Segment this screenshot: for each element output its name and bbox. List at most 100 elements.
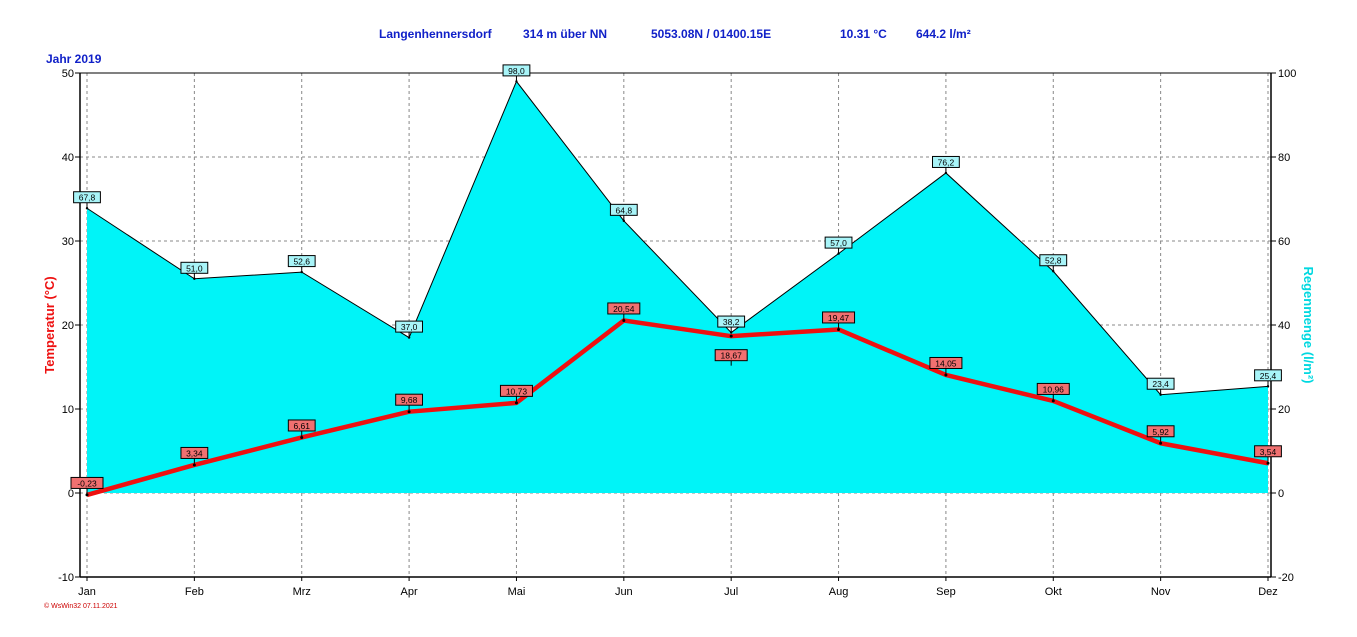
y-left-tick-label: 40 [62, 152, 74, 164]
total-rainfall: 644.2 l/m² [916, 27, 971, 41]
temperature-data-label-box [395, 393, 423, 406]
rain-data-label-box [717, 315, 746, 328]
rain-data-label: 98,0 [508, 66, 525, 76]
x-tick-label: Sep [936, 586, 956, 598]
y-left-tick-label: 0 [68, 488, 74, 500]
temperature-data-label: 5,92 [1152, 427, 1169, 437]
temperature-data-label-group: 9,68 [395, 393, 423, 411]
rain-data-label: 67,8 [79, 193, 96, 203]
temperature-data-label-box [822, 311, 856, 324]
rain-data-label-group: 64,8 [609, 203, 638, 221]
station-coordinates: 5053.08N / 01400.15E [651, 27, 772, 41]
temperature-point [837, 327, 841, 331]
rain-data-label-box [1146, 377, 1175, 390]
x-tick-label: Jul [724, 586, 738, 598]
rain-area-series [85, 80, 1270, 494]
temperature-data-label-box [70, 476, 104, 489]
axes: -10 0 10 20 30 40 50 -20 0 20 40 60 80 100 Jan Feb Mrz Ap… [58, 68, 1296, 598]
rain-point [837, 252, 840, 255]
rain-point [1159, 393, 1162, 396]
y-right-tick-label: 60 [1278, 236, 1290, 248]
data-labels: 67,8 51,0 52,6 37,0 98,0 64,8 38,2 57,0 76,2 52,8… [70, 64, 1282, 494]
temperature-data-label-box [607, 302, 641, 315]
y-right-tick-label: 40 [1278, 320, 1290, 332]
temperature-point [1051, 399, 1055, 403]
rain-data-label-group: 38,2 [717, 315, 746, 333]
y-right-tick-label: 80 [1278, 152, 1290, 164]
temperature-data-label-group: 20,54 [607, 302, 641, 319]
x-tick-label: Mrz [293, 586, 311, 598]
rain-data-label-group: 76,2 [932, 155, 960, 173]
rain-point [1052, 270, 1055, 273]
rain-data-label-box [932, 155, 960, 168]
rain-data-label: 25,4 [1260, 371, 1277, 381]
rain-data-label-group: 37,0 [395, 320, 423, 338]
temperature-data-label: 19,47 [828, 313, 850, 323]
temperature-data-label-group: 10,96 [1036, 382, 1070, 400]
temperature-data-label: 3,54 [1260, 447, 1277, 457]
temperature-data-label-box [499, 384, 533, 397]
rain-data-label: 23,4 [1152, 379, 1169, 389]
y-left-tick-label: 10 [62, 404, 74, 416]
rain-data-label: 37,0 [401, 322, 418, 332]
rain-area-fill [87, 81, 1268, 494]
station-elevation: 314 m über NN [523, 27, 608, 41]
x-tick-label: Aug [829, 586, 849, 598]
temperature-data-label-group: 18,67 [714, 349, 748, 366]
temperature-data-label-group: -0,23 [70, 476, 104, 494]
rain-data-label-box [1039, 254, 1068, 267]
temperature-point [514, 401, 518, 405]
temperature-point [300, 435, 304, 439]
rain-data-label: 52,6 [293, 257, 310, 267]
y-left-tick-label: 20 [62, 320, 74, 332]
rain-data-label-box [395, 320, 423, 333]
rain-data-label-box [287, 255, 316, 268]
y-left-tick-label: 30 [62, 236, 74, 248]
rain-data-label: 64,8 [616, 205, 633, 215]
temperature-data-label: -0,23 [77, 478, 97, 488]
temperature-point [1266, 461, 1270, 465]
temperature-point [622, 318, 626, 322]
rain-data-label-box [180, 261, 209, 274]
rain-data-label-group: 98,0 [502, 64, 531, 81]
y-right-tick-label: 0 [1278, 488, 1284, 500]
temperature-point [192, 463, 196, 467]
y-axis-right-title: Regenmenge (l/m²) [1301, 266, 1316, 383]
y-right-tick-label: -20 [1278, 572, 1294, 584]
rain-area-outline [86, 80, 1269, 396]
rain-point [515, 80, 518, 83]
temperature-data-label: 6,61 [293, 421, 310, 431]
temperature-data-label-box [929, 356, 963, 369]
temperature-point [85, 493, 89, 497]
year-label: Jahr 2019 [46, 52, 102, 66]
temperature-data-label-group: 19,47 [822, 311, 856, 328]
rain-point [944, 171, 948, 175]
rain-data-label: 57,0 [830, 238, 847, 248]
temperature-data-label: 20,54 [613, 304, 635, 314]
y-right-tick-label: 100 [1278, 68, 1296, 80]
temperature-data-label-group: 3,34 [180, 446, 209, 464]
y-axis-left-title: Temperatur (°C) [42, 276, 57, 373]
temperature-point [944, 373, 948, 377]
x-tick-label: Dez [1258, 586, 1278, 598]
rain-point [193, 277, 196, 280]
temperature-data-label-group: 14,05 [929, 356, 963, 374]
y-left-tick-label: 50 [62, 68, 74, 80]
temperature-point [1159, 441, 1163, 445]
temperature-data-label-box [180, 446, 209, 459]
rain-point [85, 207, 89, 210]
temperature-data-label: 10,73 [506, 386, 528, 396]
rain-data-label-group: 52,8 [1039, 254, 1068, 271]
rain-data-label-box [824, 236, 853, 249]
temperature-data-label-box [1254, 445, 1282, 458]
rain-point [407, 336, 411, 339]
temperature-data-label-box [1036, 382, 1070, 395]
temperature-data-label-box [287, 419, 316, 432]
rain-data-label: 38,2 [723, 317, 740, 327]
credit-text: © WsWin32 07.11.2021 [44, 603, 118, 610]
temperature-data-label: 9,68 [401, 395, 418, 405]
rain-data-label-box [502, 64, 531, 77]
temperature-point [407, 410, 411, 414]
x-tick-label: Jun [615, 586, 633, 598]
